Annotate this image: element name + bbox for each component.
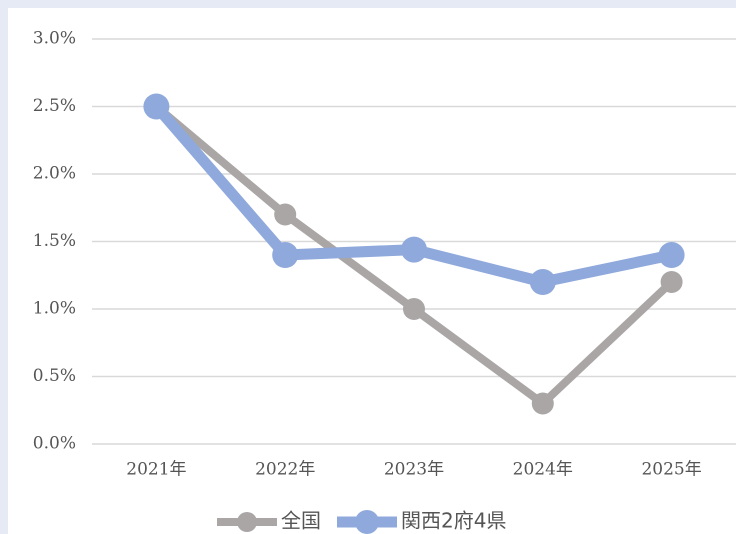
- y-tick-label: 2.5%: [33, 96, 76, 116]
- y-tick-label: 2.0%: [33, 164, 76, 184]
- y-tick-label: 1.5%: [33, 231, 76, 251]
- legend-marker: [237, 512, 257, 532]
- legend-label: 全国: [281, 509, 321, 533]
- marker: [272, 242, 299, 268]
- legend-marker: [355, 510, 379, 534]
- marker: [401, 236, 427, 263]
- legend-label: 関西2府4県: [401, 509, 506, 533]
- marker: [531, 392, 554, 415]
- x-tick-label: 2022年: [255, 460, 315, 480]
- marker: [403, 298, 425, 320]
- marker: [660, 271, 683, 293]
- chart-background: [8, 8, 736, 534]
- x-tick-label: 2024年: [513, 460, 573, 480]
- y-tick-label: 1.0%: [33, 299, 76, 319]
- x-tick-label: 2025年: [641, 460, 701, 480]
- y-tick-label: 3.0%: [33, 29, 76, 49]
- y-tick-label: 0.5%: [33, 366, 76, 386]
- marker: [274, 203, 297, 226]
- marker: [143, 93, 170, 120]
- x-tick-label: 2023年: [384, 460, 444, 480]
- marker: [658, 242, 685, 268]
- x-tick-label: 2021年: [126, 460, 186, 480]
- y-tick-label: 0.0%: [33, 434, 76, 454]
- marker: [529, 269, 556, 295]
